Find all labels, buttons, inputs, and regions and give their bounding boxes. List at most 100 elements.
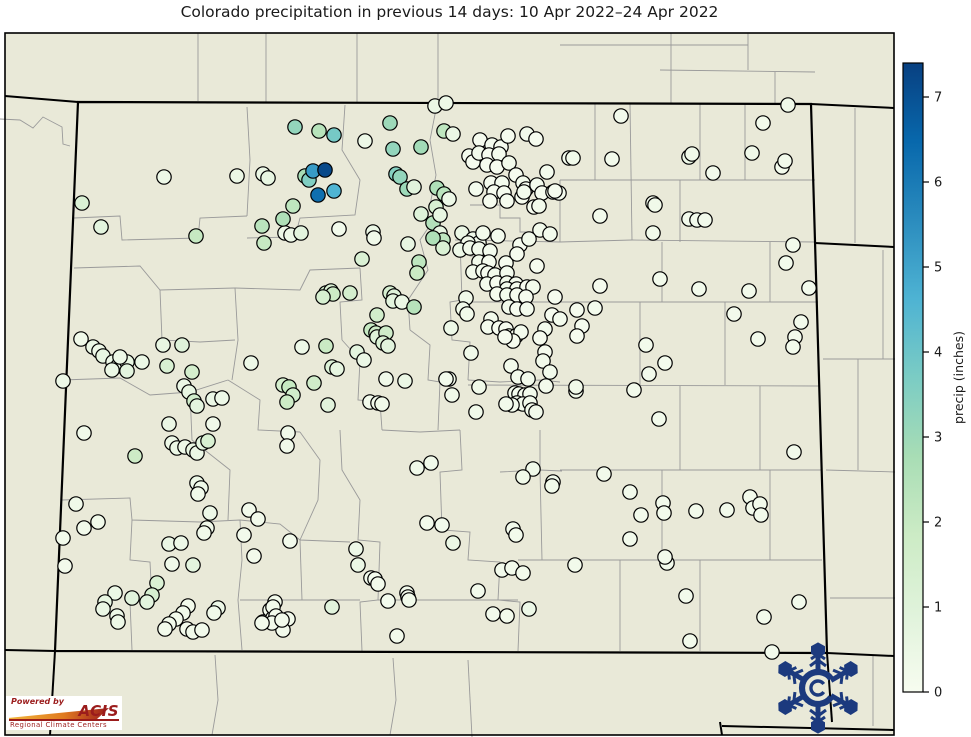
station-dot bbox=[468, 181, 484, 197]
station-dot bbox=[214, 390, 230, 406]
station-dot bbox=[254, 615, 270, 631]
station-dot bbox=[409, 460, 425, 476]
station-dot bbox=[531, 198, 547, 214]
station-dot bbox=[76, 520, 92, 536]
station-dot bbox=[389, 628, 405, 644]
station-dot bbox=[444, 387, 460, 403]
station-dot bbox=[651, 411, 667, 427]
station-dot bbox=[157, 621, 173, 637]
station-dot bbox=[741, 283, 757, 299]
county-line bbox=[659, 69, 816, 73]
station-dot bbox=[592, 208, 608, 224]
station-dot bbox=[471, 379, 487, 395]
station-dot bbox=[482, 193, 498, 209]
station-dot bbox=[350, 557, 366, 573]
station-dot bbox=[753, 507, 769, 523]
station-dot bbox=[569, 302, 585, 318]
county-line bbox=[246, 106, 251, 217]
acis-swoosh-graphic bbox=[9, 708, 109, 719]
county-line bbox=[339, 429, 381, 652]
station-dot bbox=[647, 197, 663, 213]
station-dot bbox=[348, 541, 364, 557]
station-dot bbox=[366, 230, 382, 246]
station-dot bbox=[445, 126, 461, 142]
station-dot bbox=[406, 299, 422, 315]
station-dot bbox=[645, 225, 661, 241]
station-dot bbox=[521, 601, 537, 617]
station-dot bbox=[243, 355, 259, 371]
station-dot bbox=[542, 226, 558, 242]
station-dot bbox=[287, 119, 303, 135]
station-dot bbox=[613, 108, 629, 124]
station-dot bbox=[155, 337, 171, 353]
station-dot bbox=[520, 371, 536, 387]
station-dot bbox=[678, 588, 694, 604]
county-line bbox=[73, 215, 248, 241]
station-dot bbox=[604, 151, 620, 167]
station-dot bbox=[95, 601, 111, 617]
colorbar: 0 1 2 3 4 5 6 7 precip (inches) bbox=[902, 62, 966, 701]
station-dot bbox=[470, 583, 486, 599]
station-dot bbox=[326, 127, 342, 143]
station-dot bbox=[124, 590, 140, 606]
station-dot bbox=[785, 339, 801, 355]
station-dot bbox=[500, 128, 516, 144]
colorbar-border bbox=[902, 62, 924, 693]
station-dot bbox=[107, 585, 123, 601]
county-line bbox=[825, 469, 896, 473]
county-line bbox=[299, 431, 321, 541]
station-dot bbox=[134, 354, 150, 370]
acis-underline bbox=[9, 719, 119, 721]
colorbar-label: precip (inches) bbox=[951, 331, 966, 424]
station-dot bbox=[542, 364, 558, 380]
station-dot bbox=[499, 608, 515, 624]
station-dot bbox=[432, 207, 448, 223]
station-dot bbox=[565, 150, 581, 166]
powered-by-text: Powered by bbox=[11, 697, 64, 706]
station-dot bbox=[528, 404, 544, 420]
station-dot bbox=[793, 314, 809, 330]
station-dot bbox=[173, 535, 189, 551]
station-dot bbox=[485, 606, 501, 622]
station-dot bbox=[744, 145, 760, 161]
colorbar-tick-label: 7 bbox=[934, 91, 942, 106]
station-dot bbox=[229, 168, 245, 184]
station-dot bbox=[246, 548, 262, 564]
station-dot bbox=[750, 331, 766, 347]
station-dot bbox=[380, 593, 396, 609]
county-line bbox=[439, 429, 521, 652]
station-dot bbox=[438, 95, 454, 111]
station-dot bbox=[498, 396, 514, 412]
station-dot bbox=[188, 228, 204, 244]
station-dot bbox=[159, 358, 175, 374]
station-dot bbox=[196, 525, 212, 541]
station-dot bbox=[279, 438, 295, 454]
station-dot bbox=[499, 193, 515, 209]
station-dot bbox=[236, 527, 252, 543]
station-dot bbox=[592, 278, 608, 294]
station-dot bbox=[529, 258, 545, 274]
station-dot bbox=[324, 599, 340, 615]
station-dot bbox=[185, 557, 201, 573]
station-dot bbox=[475, 225, 491, 241]
station-dot bbox=[174, 337, 190, 353]
station-dot bbox=[374, 396, 390, 412]
station-dot bbox=[76, 425, 92, 441]
county-line bbox=[199, 519, 351, 543]
station-dot bbox=[622, 484, 638, 500]
station-dot bbox=[184, 364, 200, 380]
station-dot bbox=[156, 169, 172, 185]
station-dot bbox=[205, 416, 221, 432]
acis-logo: Powered by ACIS Regional Climate Centers bbox=[6, 696, 122, 730]
station-dot bbox=[194, 622, 210, 638]
station-dots bbox=[55, 95, 817, 660]
county-line bbox=[73, 265, 236, 291]
neighbor-state-border bbox=[4, 649, 56, 652]
station-dot bbox=[622, 531, 638, 547]
county-line bbox=[409, 329, 441, 431]
station-dot bbox=[274, 612, 290, 628]
station-dot bbox=[509, 246, 525, 262]
station-dot bbox=[596, 466, 612, 482]
station-dot bbox=[380, 338, 396, 354]
station-dot bbox=[357, 133, 373, 149]
